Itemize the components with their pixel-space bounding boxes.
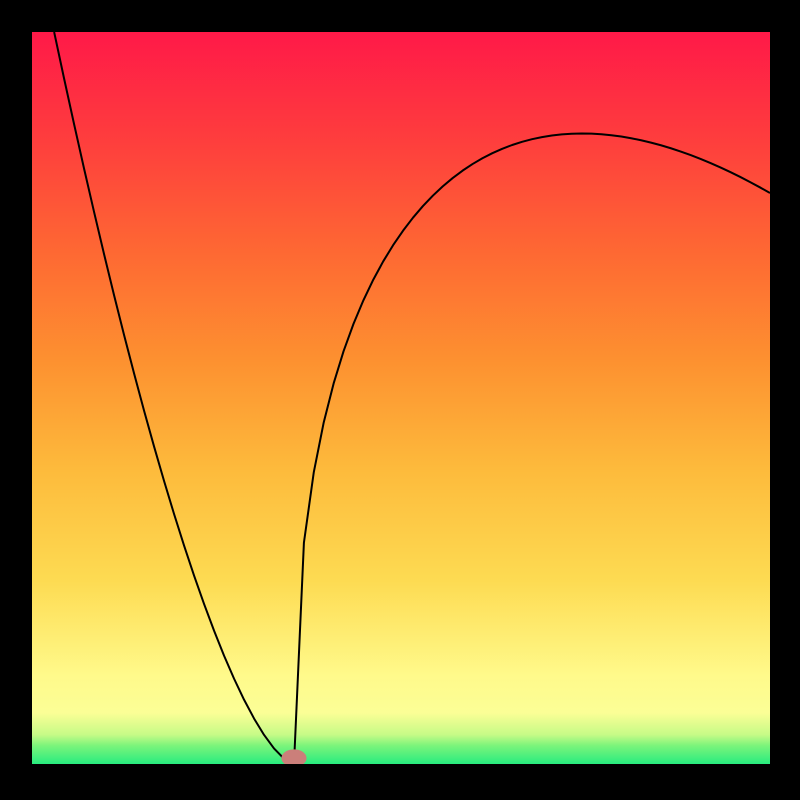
chart-svg	[32, 32, 770, 764]
chart-canvas: TheBottleneck.com	[0, 0, 800, 800]
plot-area: TheBottleneck.com	[32, 32, 770, 764]
gradient-background	[32, 32, 770, 764]
